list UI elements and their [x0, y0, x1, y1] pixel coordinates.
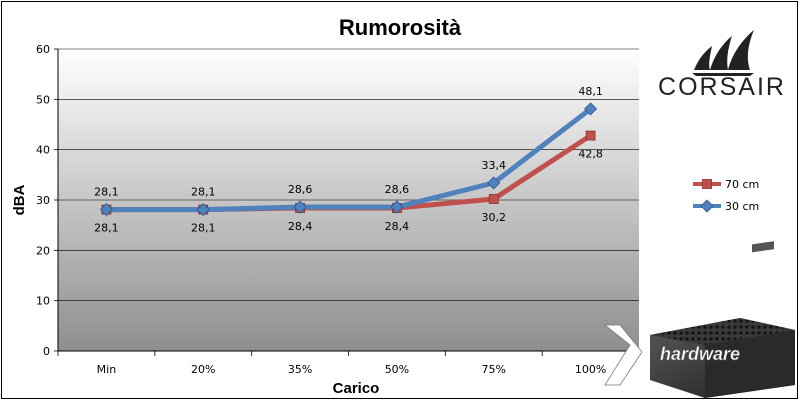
series-1-point-1	[196, 202, 210, 217]
series-1-point-2	[293, 200, 307, 214]
series-line-1	[106, 106, 593, 213]
series-1-point-5	[584, 102, 598, 116]
x-tick-label-1: 20%	[191, 363, 215, 376]
series-1-point-3	[390, 200, 404, 214]
x-axis-title: Carico	[333, 380, 380, 397]
series-0-point-4	[488, 194, 499, 204]
label-70cm-0: 28,1	[94, 222, 119, 235]
legend-label-0: 70 cm	[725, 178, 759, 191]
label-30cm-3: 28,6	[385, 183, 410, 196]
x-axis-ticks: Min 20% 35% 50% 75% 100%	[57, 351, 640, 376]
y-tick-label-5: 50	[36, 93, 50, 106]
label-70cm-2: 28,4	[288, 220, 313, 233]
label-30cm-4: 33,4	[482, 159, 507, 172]
y-tick-label-1: 10	[36, 295, 50, 308]
brand-name: CORSAIR	[658, 73, 786, 101]
y-axis-title: dBA	[11, 184, 28, 215]
series-0-point-5	[585, 130, 596, 141]
chart-title: Rumorosità	[339, 15, 462, 40]
power-supply-unit-icon	[650, 241, 795, 398]
label-30cm-0: 28,1	[94, 186, 119, 199]
data-labels: 28,1 28,1 28,6 28,6 33,4 48,1 28,1 28,1 28,4 28,4…	[94, 85, 603, 235]
y-tick-label-4: 40	[36, 144, 50, 157]
label-70cm-4: 30,2	[482, 211, 507, 224]
x-tick-label-4: 75%	[482, 363, 506, 376]
label-70cm-1: 28,1	[191, 222, 216, 235]
legend-marker-1	[700, 199, 714, 213]
y-tick-label-0: 0	[43, 345, 50, 358]
series-1-point-0	[99, 202, 113, 217]
label-70cm-5: 42,8	[578, 148, 603, 161]
label-30cm-5: 48,1	[578, 85, 603, 98]
data-series	[99, 102, 598, 217]
y-tick-label-6: 60	[36, 43, 50, 56]
nexthardware-logo-icon	[603, 324, 643, 386]
y-tick-label-2: 20	[36, 244, 50, 257]
label-70cm-3: 28,4	[385, 220, 410, 233]
corsair-sails-icon	[692, 30, 754, 76]
label-30cm-2: 28,6	[288, 183, 313, 196]
x-tick-label-2: 35%	[288, 363, 312, 376]
y-axis-ticks: 0 10 20 30 40 50 60	[36, 43, 58, 358]
label-30cm-1: 28,1	[191, 186, 216, 199]
legend: 70 cm 30 cm	[693, 178, 759, 213]
x-tick-label-3: 50%	[385, 363, 409, 376]
series-1-point-4	[487, 176, 501, 190]
legend-marker-0	[702, 179, 712, 189]
legend-label-1: 30 cm	[725, 200, 759, 213]
x-tick-label-5: 100%	[575, 363, 606, 376]
watermark-text: hardware	[660, 344, 740, 364]
y-tick-label-3: 30	[36, 194, 50, 207]
x-tick-label-0: Min	[97, 363, 117, 376]
